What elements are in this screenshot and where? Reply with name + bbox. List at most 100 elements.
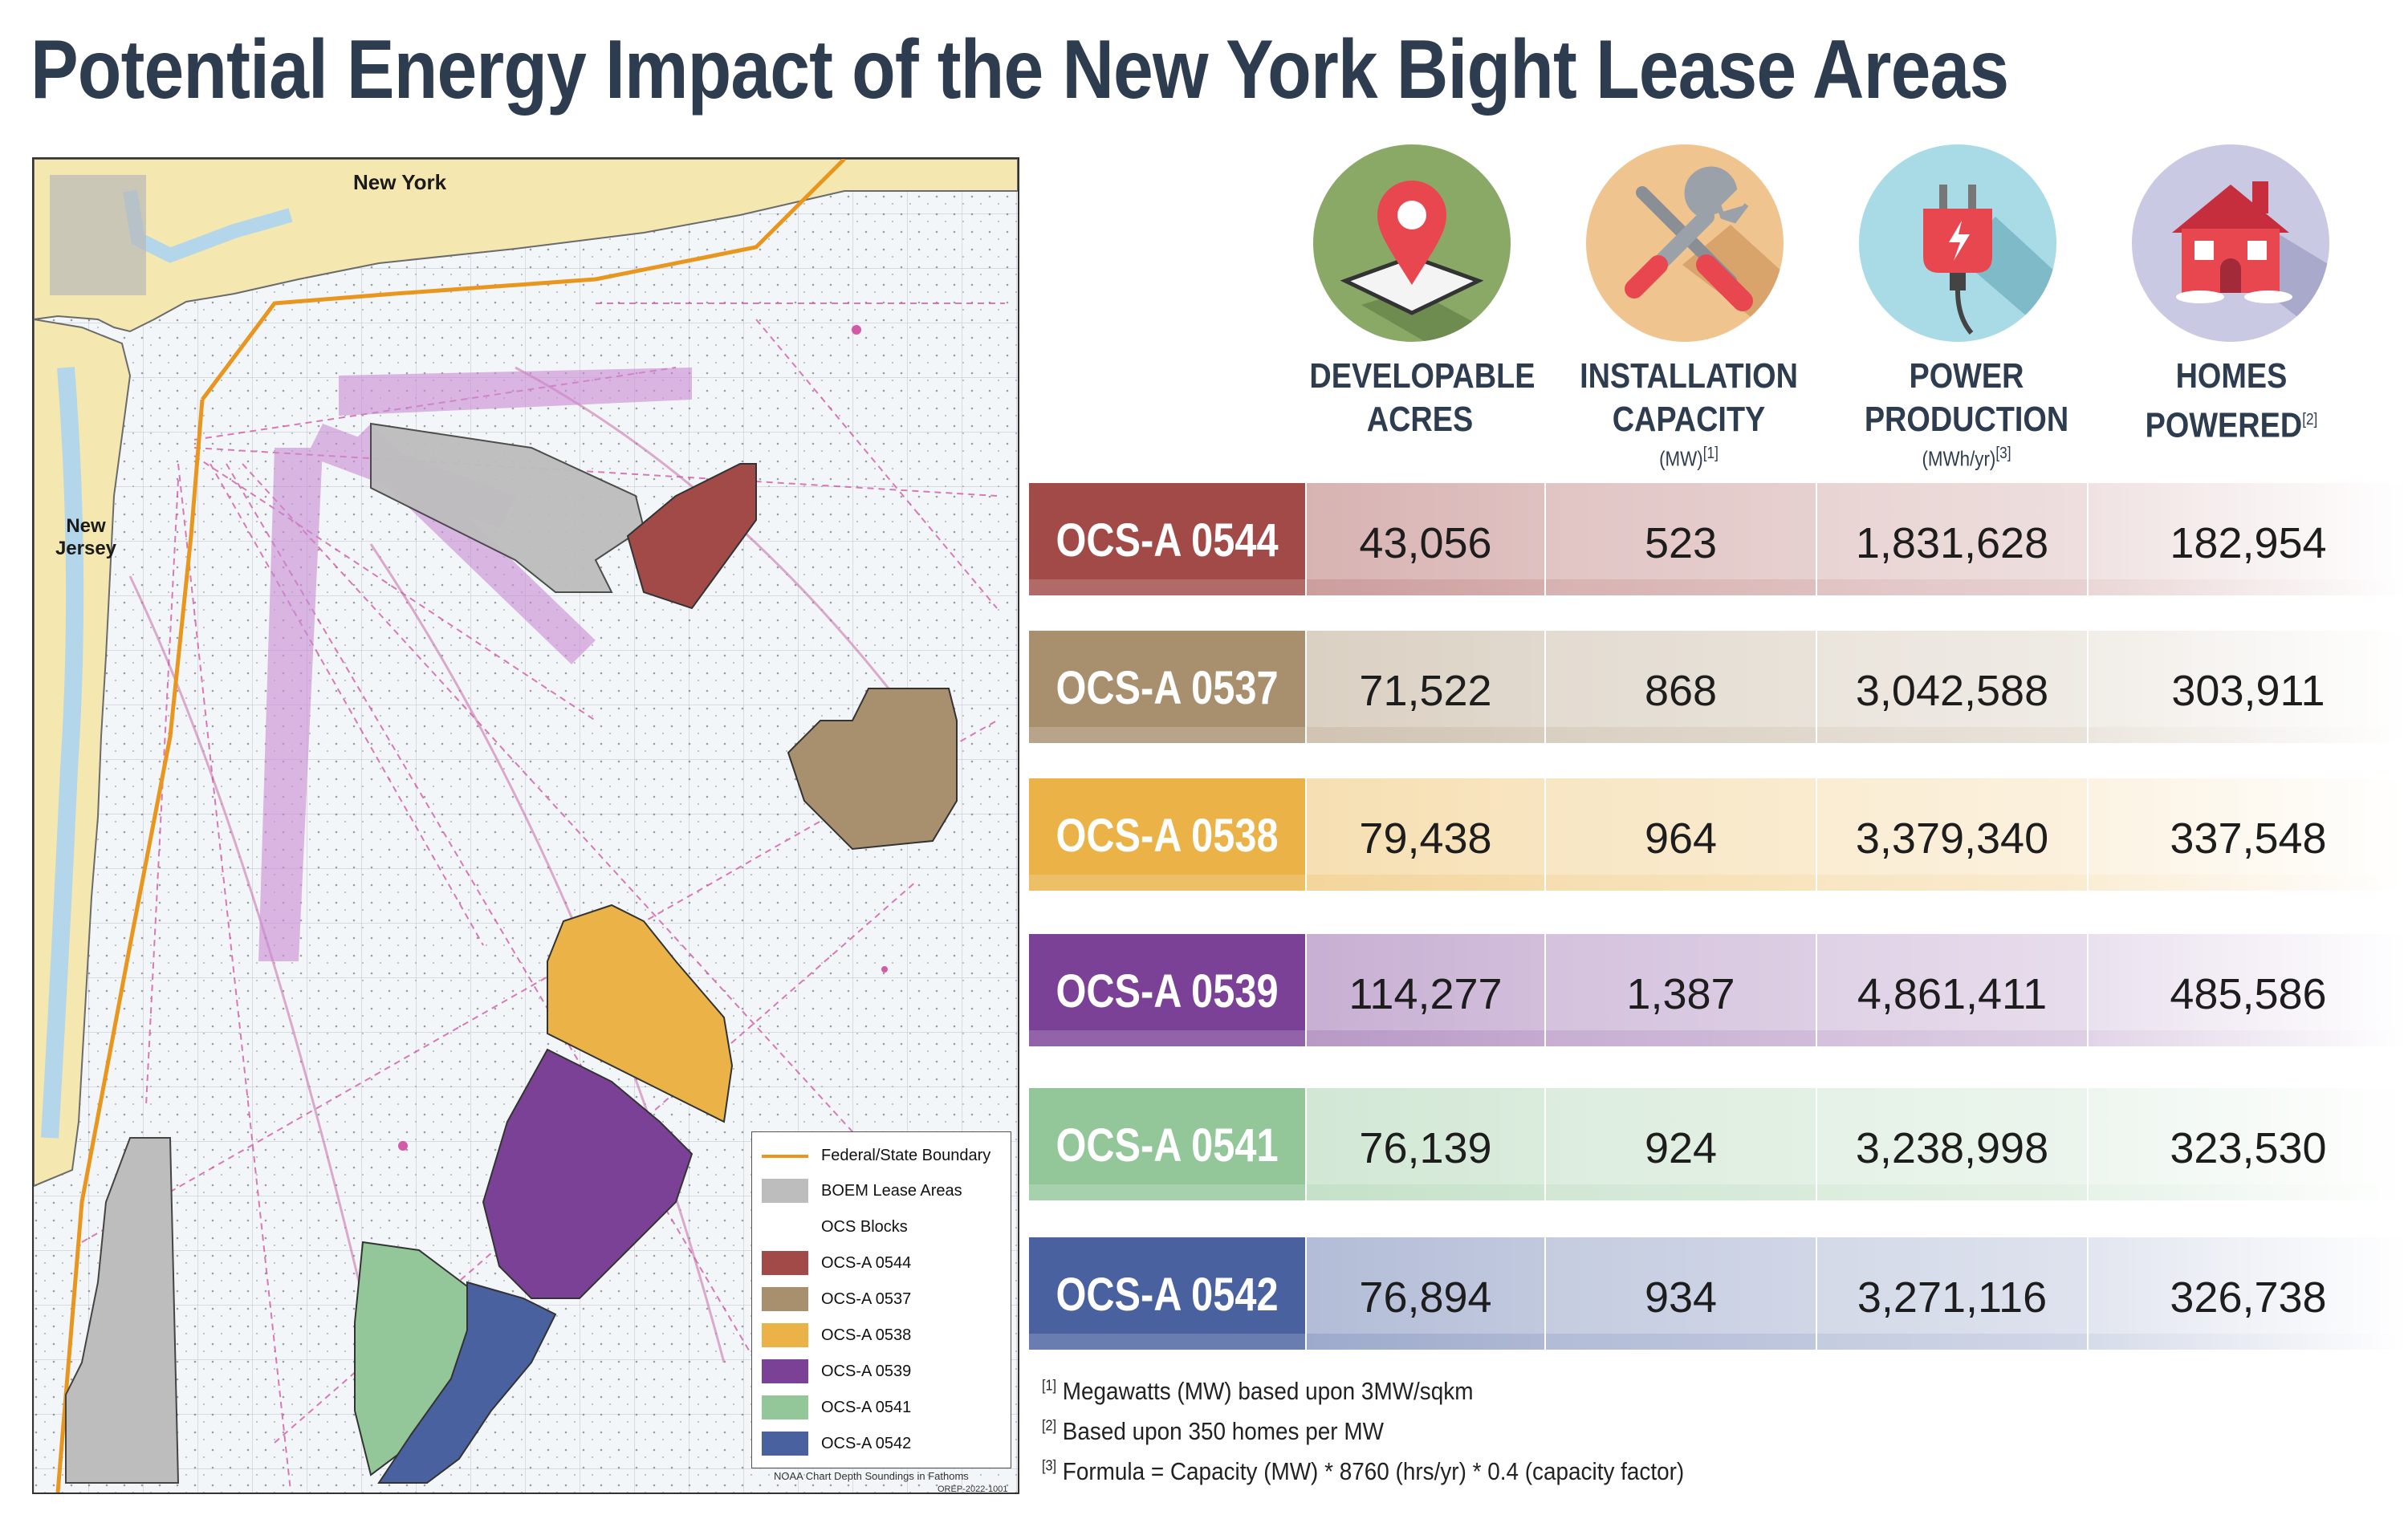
cell-band [1307, 727, 1544, 743]
value-cell-production: 1,831,628 [1817, 483, 2087, 595]
cell-band [1546, 579, 1816, 595]
cell-band [1817, 727, 2087, 743]
value-cell-acres: 43,056 [1307, 483, 1544, 595]
value-cell-capacity: 523 [1546, 483, 1816, 595]
homes-value: 303,911 [2171, 667, 2325, 715]
legend-label: OCS-A 0544 [821, 1254, 912, 1272]
footnote-2: [2] Based upon 350 homes per MW [1042, 1417, 1384, 1446]
value-cell-homes: 485,586 [2089, 934, 2408, 1046]
cell-band [1307, 875, 1544, 891]
cell-band [1817, 1030, 2087, 1046]
cell-band [1546, 727, 1816, 743]
table-row: OCS-A 0544 43,056 523 1,831,628 182,954 [1029, 483, 2408, 595]
column-header-capacity: INSTALLATION CAPACITY (MW)[1] [1578, 355, 1799, 471]
tools-icon [1586, 144, 1784, 342]
cell-band [1307, 1184, 1544, 1200]
house-icon [2132, 144, 2329, 342]
legend-swatch [762, 1287, 808, 1311]
homes-value: 323,530 [2170, 1124, 2327, 1172]
map-code: OREP-2022-1001 [938, 1484, 1008, 1494]
header-line: ACRES [1366, 400, 1474, 439]
footnote-text: Formula = Capacity (MW) * 8760 (hrs/yr) … [1062, 1457, 1685, 1485]
homes-value: 182,954 [2170, 519, 2327, 567]
legend-item-0544: OCS-A 0544 [762, 1251, 1003, 1275]
value-cell-acres: 71,522 [1307, 631, 1544, 743]
lease-id-label: OCS-A 0542 [1056, 1269, 1279, 1321]
value-cell-acres: 114,277 [1307, 934, 1544, 1046]
lease-area-map[interactable]: New York New Jersey Federal/State Bounda… [32, 157, 1019, 1494]
table-row: OCS-A 0542 76,894 934 3,271,116 326,738 [1029, 1237, 2408, 1350]
cell-band [1546, 1334, 1816, 1350]
lease-ocs-a-0544 [626, 463, 757, 610]
page-title: Potential Energy Impact of the New York … [31, 23, 2009, 116]
cell-band [1307, 1030, 1544, 1046]
cell-band [2089, 1334, 2408, 1350]
boundary-line-swatch [762, 1155, 808, 1158]
legend-swatch [762, 1215, 808, 1239]
legend-label: BOEM Lease Areas [821, 1182, 962, 1200]
value-cell-capacity: 924 [1546, 1088, 1816, 1200]
cell-band [1546, 875, 1816, 891]
column-header-production: POWER PRODUCTION (MWh/yr)[3] [1856, 355, 2076, 471]
legend-label: OCS-A 0542 [821, 1435, 912, 1452]
acres-value: 79,438 [1359, 814, 1492, 863]
legend-item-boem: BOEM Lease Areas [762, 1179, 1003, 1203]
acres-value: 71,522 [1359, 667, 1492, 715]
map-legend: Federal/State Boundary BOEM Lease Areas … [751, 1131, 1011, 1468]
cell-band [2089, 1030, 2408, 1046]
value-cell-capacity: 1,387 [1546, 934, 1816, 1046]
acres-value: 76,894 [1359, 1273, 1492, 1322]
legend-item-0541: OCS-A 0541 [762, 1395, 1003, 1419]
acres-value: 76,139 [1359, 1124, 1492, 1172]
lease-id-cell: OCS-A 0541 [1029, 1088, 1305, 1200]
cell-band [1817, 875, 2087, 891]
homes-value: 485,586 [2170, 970, 2327, 1018]
production-value: 3,271,116 [1857, 1273, 2048, 1322]
footnote-mark: [3] [1042, 1457, 1057, 1474]
header-line: DEVELOPABLE [1309, 356, 1536, 396]
value-cell-production: 3,238,998 [1817, 1088, 2087, 1200]
legend-swatch [762, 1251, 808, 1275]
value-cell-homes: 303,911 [2089, 631, 2408, 743]
column-header-homes: HOMES POWERED[2] [2121, 355, 2341, 448]
capacity-value: 1,387 [1626, 970, 1735, 1018]
legend-label: OCS Blocks [821, 1218, 908, 1236]
header-line: PRODUCTION [1864, 400, 2069, 439]
column-header-acres: DEVELOPABLE ACRES [1309, 355, 1535, 441]
production-value: 3,238,998 [1855, 1124, 2049, 1172]
place-label-new-jersey: New Jersey [55, 515, 117, 559]
cell-band [1546, 1030, 1816, 1046]
value-cell-acres: 76,894 [1307, 1237, 1544, 1350]
header-line: POWER [1909, 356, 2024, 396]
lease-ocs-a-0542 [377, 1281, 557, 1484]
acres-value: 43,056 [1359, 519, 1492, 567]
footnote-mark: [1] [1042, 1377, 1057, 1394]
production-value: 3,042,588 [1855, 667, 2049, 715]
header-line: HOMES [2175, 356, 2288, 396]
value-cell-homes: 326,738 [2089, 1237, 2408, 1350]
capacity-value: 934 [1644, 1273, 1718, 1322]
homes-value: 326,738 [2170, 1273, 2327, 1322]
value-cell-production: 3,042,588 [1817, 631, 2087, 743]
cell-band [1546, 1184, 1816, 1200]
table-row: OCS-A 0539 114,277 1,387 4,861,411 485,586 [1029, 934, 2408, 1046]
cell-band [1817, 579, 2087, 595]
header-line: POWERED [2145, 405, 2303, 445]
value-cell-capacity: 934 [1546, 1237, 1816, 1350]
legend-swatch [762, 1359, 808, 1383]
homes-value: 337,548 [2170, 814, 2327, 863]
legend-item-0539: OCS-A 0539 [762, 1359, 1003, 1383]
value-cell-production: 4,861,411 [1817, 934, 2087, 1046]
table-row: OCS-A 0537 71,522 868 3,042,588 303,911 [1029, 631, 2408, 743]
lease-ocs-a-0539 [482, 1048, 694, 1299]
capacity-value: 924 [1644, 1124, 1718, 1172]
lease-ocs-a-0538 [547, 904, 734, 1123]
nautical-chart [34, 159, 1018, 1493]
capacity-value: 868 [1644, 667, 1718, 715]
table-row: OCS-A 0541 76,139 924 3,238,998 323,530 [1029, 1088, 2408, 1200]
footnote-mark: [2] [1042, 1417, 1057, 1434]
lease-id-cell: OCS-A 0538 [1029, 778, 1305, 891]
power-plug-icon [1859, 144, 2056, 342]
cell-band [1029, 727, 1305, 743]
cell-band [1307, 579, 1544, 595]
